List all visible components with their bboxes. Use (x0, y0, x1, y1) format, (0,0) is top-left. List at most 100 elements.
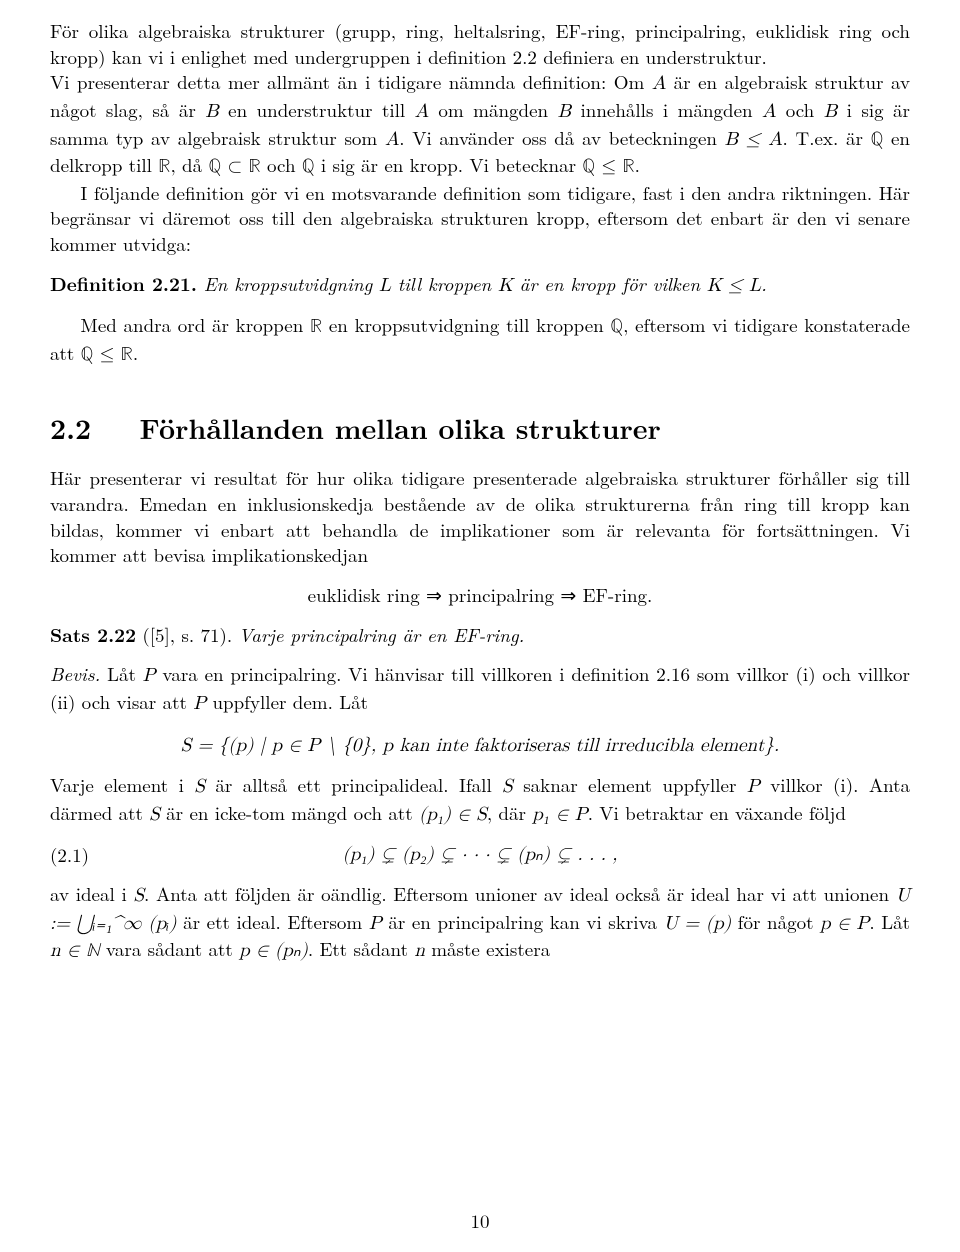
math-var: n (414, 941, 425, 960)
math-bb: ℚ (302, 157, 315, 176)
text: . Anta att följden är oändlig. Eftersom … (144, 880, 896, 907)
text: i sig är en kropp. Vi betecknar (315, 151, 583, 178)
math-display: S = {(p) | p ∈ P \ {0}, p kan inte fakto… (181, 736, 779, 755)
math-var: A (652, 74, 666, 93)
math-rel: ℚ ≤ ℝ (582, 157, 634, 176)
theorem-body: Varje principalring är en EF-ring. (239, 621, 525, 648)
theorem-label: Sats 2.22 (50, 620, 136, 648)
math-var: B (824, 102, 837, 121)
text: . T.ex. är (783, 124, 871, 151)
math-rel: p ∈ P (820, 914, 869, 933)
text: saknar element uppfyller (513, 771, 747, 798)
math-rel: (p₁) ∈ S (419, 805, 487, 824)
math-display: euklidisk ring ⇒ principalring ⇒ EF-ring… (308, 581, 653, 608)
math-bb: ℚ (610, 317, 623, 336)
math-var: P (193, 694, 206, 713)
paragraph-6: av ideal i S. Anta att följden är oändli… (50, 881, 910, 964)
text: . Vi använder oss då av beteckningen (399, 124, 724, 151)
set-equation: S = {(p) | p ∈ P \ {0}, p kan inte fakto… (50, 731, 910, 759)
math-rel: ℚ ≤ ℝ (81, 345, 133, 364)
math-bb: ℝ (310, 317, 322, 336)
math-var: S (149, 805, 160, 824)
proof-paragraph: Bevis. Låt P vara en principalring. Vi h… (50, 661, 910, 716)
definition-2-21: Definition 2.21. En kroppsutvidgning L t… (50, 271, 910, 299)
text: och (261, 151, 302, 178)
text: uppfyller dem. Låt (206, 688, 368, 715)
math-rel: B ≤ A (725, 130, 783, 149)
text: och (776, 96, 823, 123)
math-var: K (498, 276, 513, 295)
paragraph-1: För olika algebraiska strukturer (grupp,… (50, 18, 910, 69)
section-heading: 2.2 Förhållanden mellan olika strukturer (50, 410, 910, 448)
math-rel: n ∈ ℕ (50, 941, 100, 960)
text: . (635, 151, 640, 178)
math-bb: ℝ (158, 157, 170, 176)
paragraph-4: Här presenterar vi resultat för hur olik… (50, 465, 910, 568)
math-var: S (133, 886, 144, 905)
paragraph-5: Varje element i S är alltså ett principa… (50, 772, 910, 827)
math-var: P (747, 777, 760, 796)
section-title: Förhållanden mellan olika strukturer (139, 408, 660, 448)
equation-body: (p₁) ⊊ (p₂) ⊊ · · · ⊊ (pₙ) ⊊ . . . , (110, 842, 850, 868)
equation-number: (2.1) (50, 842, 110, 868)
text: . (761, 270, 767, 297)
text: , där (487, 799, 532, 826)
text: Här presenterar vi resultat för hur olik… (50, 464, 910, 568)
text: innehålls i mängden (571, 96, 762, 123)
text: Varje element i (50, 771, 194, 798)
text: en kroppsutvidgning till kroppen (322, 311, 610, 338)
paragraph-2: I följande definition gör vi en motsvara… (50, 180, 910, 257)
text: . Låt (869, 908, 910, 935)
math-var: A (415, 102, 429, 121)
text: av ideal i (50, 880, 133, 907)
page-number: 10 (0, 1208, 960, 1234)
math-var: S (194, 777, 205, 796)
equation-2-1: (2.1) (p₁) ⊊ (p₂) ⊊ · · · ⊊ (pₙ) ⊊ . . .… (50, 842, 910, 868)
math-rel: U = (p) (664, 914, 732, 933)
math-var: B (205, 102, 218, 121)
theorem-cite: ([5], s. 71). (136, 621, 239, 648)
proof-label: Bevis. (50, 660, 100, 687)
paragraph-3: Med andra ord är kroppen ℝ en kroppsutvi… (50, 312, 910, 367)
text: . Vi betraktar en växande följd (588, 799, 846, 826)
paragraph-1b: Vi presenterar detta mer allmänt än i ti… (50, 69, 910, 180)
page: För olika algebraiska strukturer (grupp,… (0, 0, 960, 1252)
math-var: B (558, 102, 571, 121)
text: En kroppsutvidgning (197, 270, 379, 297)
text: måste existera (425, 935, 550, 962)
text: till kroppen (391, 270, 498, 297)
implication-chain: euklidisk ring ⇒ principalring ⇒ EF-ring… (50, 582, 910, 608)
text: Vi presenterar detta mer allmänt än i ti… (50, 68, 652, 95)
math-bb: ℚ (871, 130, 884, 149)
math-rel: ℚ ⊂ ℝ (208, 157, 260, 176)
text: . Ett sådant (308, 935, 414, 962)
text: är en icke-tom mängd och att (160, 799, 419, 826)
math-rel: K ≤ L (707, 276, 761, 295)
math-var: A (385, 130, 399, 149)
text: är alltså ett principalideal. Ifall (205, 771, 502, 798)
math-var: L (379, 276, 391, 295)
math-rel: p ∈ (pₙ) (239, 941, 308, 960)
text: vara sådant att (100, 935, 239, 962)
math-var: P (369, 914, 382, 933)
text: om mängden (429, 96, 558, 123)
section-number: 2.2 (50, 408, 91, 448)
math-var: S (502, 777, 513, 796)
text: Med andra ord är kroppen (80, 311, 310, 338)
theorem-2-22: Sats 2.22 ([5], s. 71). Varje principalr… (50, 622, 910, 648)
text: är en principalring kan vi skriva (382, 908, 664, 935)
definition-label: Definition 2.21. (50, 269, 197, 297)
text: , då (170, 151, 208, 178)
text: . (133, 339, 138, 366)
text: en understruktur till (219, 96, 415, 123)
text: I följande definition gör vi en motsvara… (50, 179, 910, 257)
text: är en kropp för vilken (513, 270, 707, 297)
math-var: A (762, 102, 776, 121)
text: för något (731, 908, 820, 935)
text: Låt (100, 660, 142, 687)
math-var: P (143, 666, 156, 685)
math-rel: p₁ ∈ P (532, 805, 587, 824)
text: För olika algebraiska strukturer (grupp,… (50, 17, 910, 70)
text: är ett ideal. Eftersom (177, 908, 369, 935)
text: vara en principalring. Vi hänvisar till … (50, 660, 910, 715)
